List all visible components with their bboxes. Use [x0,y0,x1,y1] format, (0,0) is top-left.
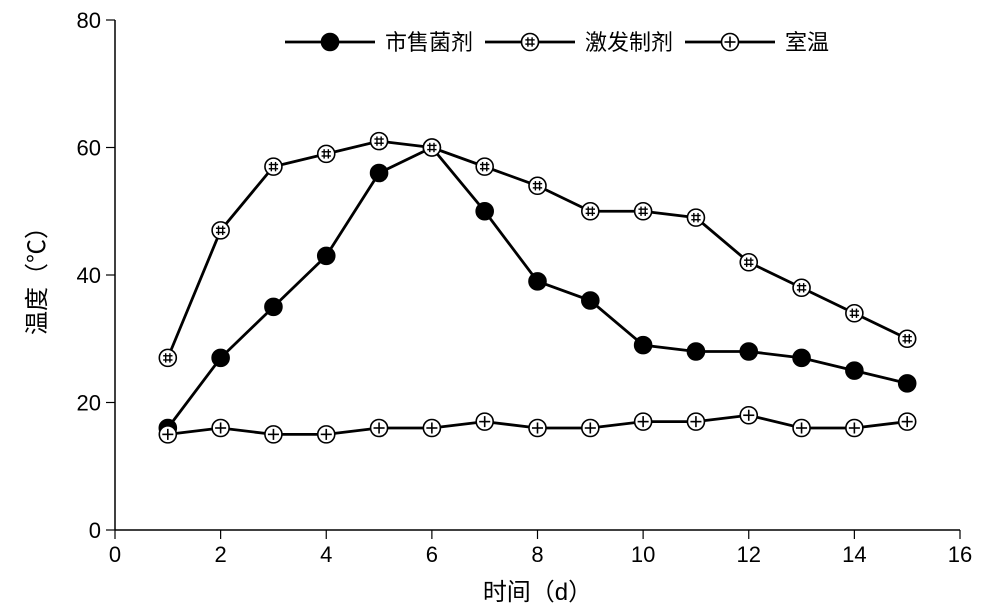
legend: 市售菌剂 激发制剂 室温 [285,30,829,55]
x-tick-label: 12 [737,542,761,567]
legend-label: 市售菌剂 [385,30,473,55]
x-tick-label: 14 [842,542,866,567]
x-tick-label: 2 [215,542,227,567]
x-tick-label: 16 [948,542,972,567]
x-tick-label: 6 [426,542,438,567]
x-axis-title: 时间（d） [483,579,592,606]
legend-label: 室温 [785,30,829,55]
x-tick-label: 8 [531,542,543,567]
x-tick-label: 0 [109,542,121,567]
temperature-chart: 0 20 40 60 80 0 2 4 6 8 10 12 14 16 温度（℃） 时间（d） 市售菌剂 激发制剂… [0,0,1000,613]
y-axis-title: 温度（℃） [24,215,51,335]
x-tick-label: 10 [631,542,655,567]
y-tick-label: 80 [77,8,101,33]
legend-label: 激发制剂 [585,30,673,55]
series-激发制剂 [159,133,915,367]
x-tick-label: 4 [320,542,332,567]
y-tick-label: 0 [89,518,101,543]
y-tick-label: 20 [77,391,101,416]
y-tick-label: 60 [77,136,101,161]
y-tick-label: 40 [77,263,101,288]
series-室温 [159,407,915,443]
